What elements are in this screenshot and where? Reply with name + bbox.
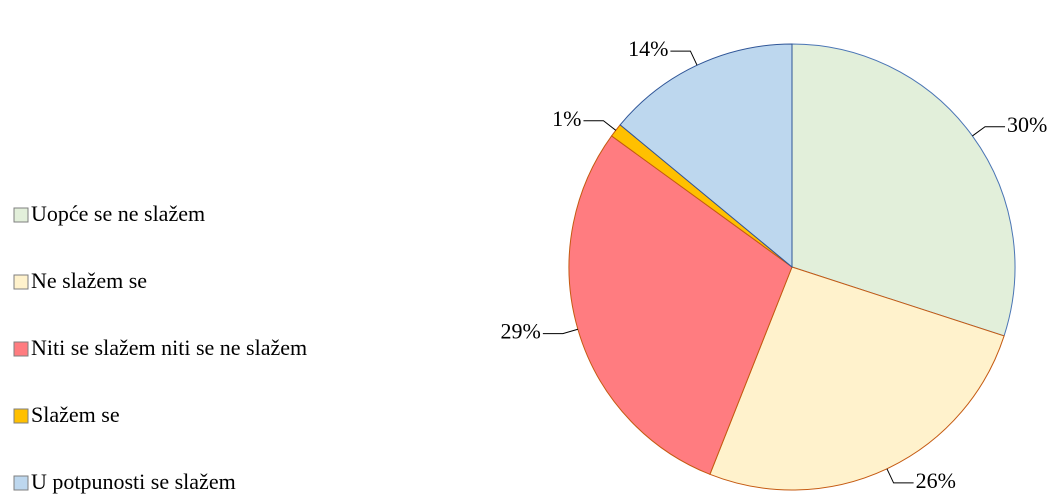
pie-slice	[619, 43, 793, 269]
data-label: 1%	[552, 106, 581, 131]
legend-swatch	[13, 341, 29, 357]
legend-swatch	[13, 274, 29, 290]
data-label: 29%	[501, 319, 541, 344]
legend-swatch	[13, 475, 29, 491]
data-label: 14%	[628, 36, 668, 61]
pie-slice	[568, 135, 793, 475]
legend-swatch	[13, 207, 29, 223]
legend-swatch	[13, 408, 29, 424]
data-label: 26%	[916, 468, 956, 493]
leader-line	[542, 328, 578, 335]
leader-line	[886, 468, 914, 484]
legend-label: Ne slažem se	[31, 268, 147, 293]
leader-line	[670, 50, 698, 66]
legend-label: Slažem se	[31, 402, 120, 427]
leader-line	[583, 120, 617, 131]
data-label: 30%	[1007, 112, 1047, 137]
leader-line	[972, 126, 1006, 137]
legend-label: Uopće se ne slažem	[31, 201, 205, 226]
legend-label: Niti se slažem niti se ne slažem	[31, 335, 307, 360]
legend-label: U potpunosti se slažem	[31, 469, 236, 494]
